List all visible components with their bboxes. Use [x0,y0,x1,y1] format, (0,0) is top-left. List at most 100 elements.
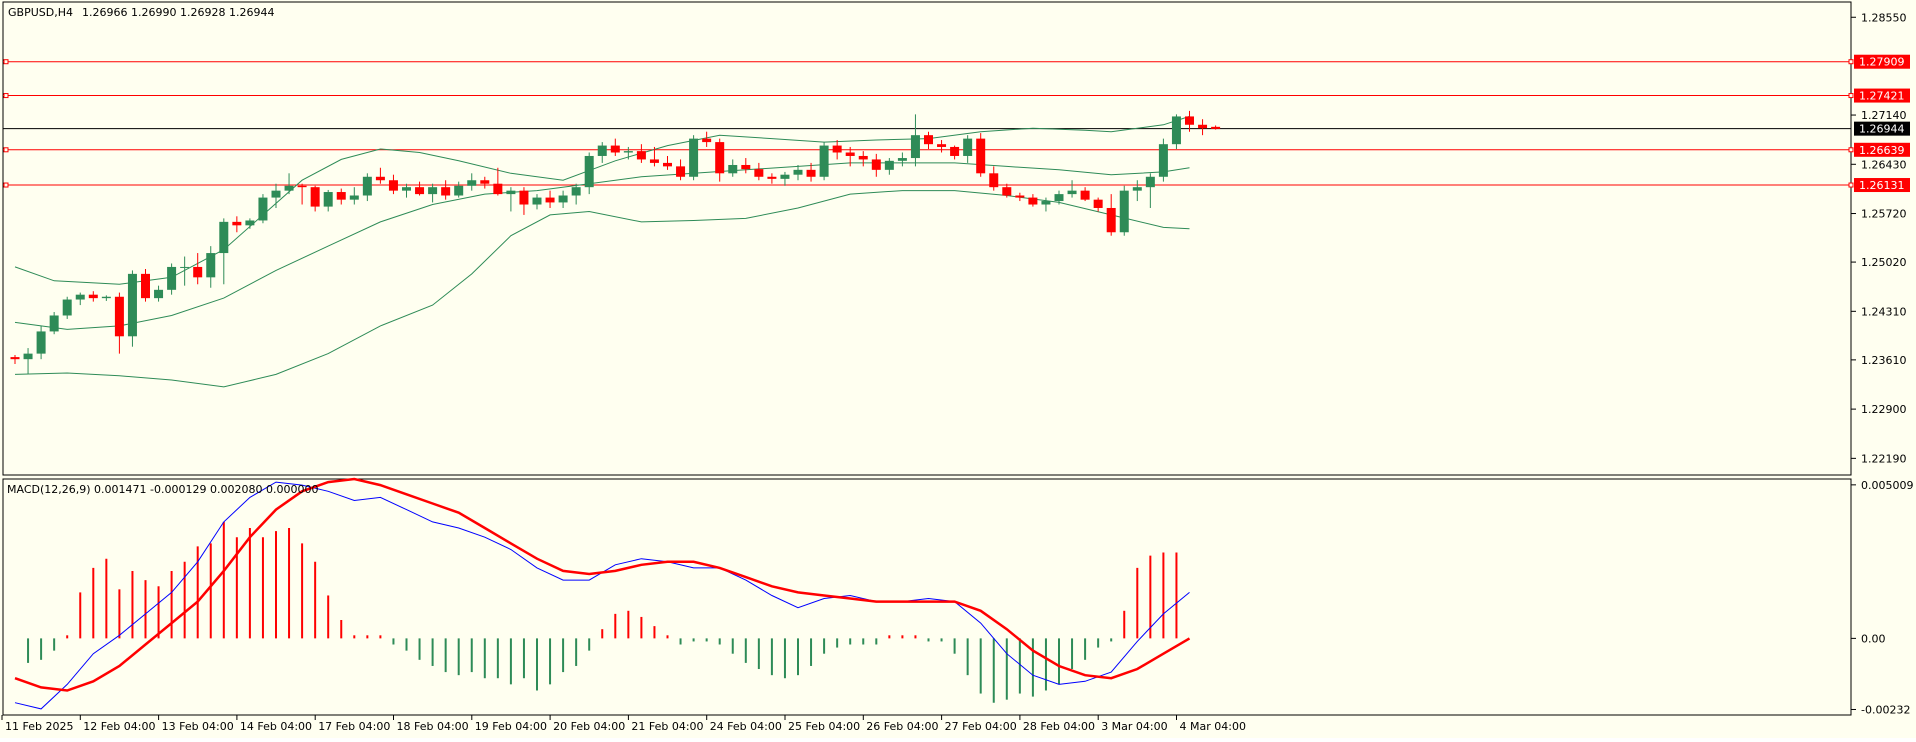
candle-body [636,151,646,160]
time-tick-label: 21 Feb 04:00 [631,720,703,733]
candle-body [871,159,881,170]
level-price-tag [1854,142,1910,157]
candle-body [388,180,398,191]
candle-body [519,190,529,205]
time-tick-label: 13 Feb 04:00 [162,720,234,733]
candle-body [297,185,307,188]
candle-body [832,145,842,153]
candle-body [36,331,46,354]
candle-body [754,169,764,177]
time-tick-label: 25 Feb 04:00 [788,720,860,733]
level-lines[interactable]: 1.27909 1.27421 1.26639 1.26131 1.26944 [3,54,1910,193]
candle-body [819,145,829,177]
candle-body [1145,176,1155,188]
macd-tick-label: -0.00232 [1861,703,1910,716]
candle-body [336,192,346,200]
candle-body [206,253,216,278]
candle-body [219,221,229,254]
candle-body [689,138,699,177]
candle-body [75,294,85,300]
candle-body [62,299,72,316]
price-tick-label: 1.27140 [1861,109,1907,122]
candle-body [571,187,581,196]
candle-body [428,187,438,195]
level-anchor [1848,93,1854,99]
candle-body [141,273,150,299]
candle-body [415,187,425,195]
candle-body [976,138,986,174]
candle-body [858,155,868,160]
time-tick-label: 11 Feb 2025 [5,720,73,733]
candle-body [663,162,672,167]
candle-body [49,315,59,332]
candle-body [715,142,725,174]
candle-body [1093,199,1103,208]
price-tick-label: 1.25720 [1861,208,1907,221]
price-tick-label: 1.26430 [1861,158,1907,171]
level-anchor [3,93,9,99]
candle-body [806,169,816,177]
candle-body [897,158,907,161]
candle-body [454,185,464,196]
candle-body [741,164,751,170]
level-price-label: 1.27909 [1859,56,1905,69]
candle-body [154,289,164,299]
candle-body [1106,207,1116,233]
level-anchor [3,59,9,65]
candle-body [10,357,20,360]
candle-body [1015,195,1025,198]
candle-body [1185,116,1194,125]
candle-body [1171,116,1181,145]
level-price-tag [1854,54,1910,69]
time-tick-label: 28 Feb 04:00 [1023,720,1095,733]
candle-body [910,135,920,159]
macd-tick-label: 0.005009 [1861,479,1914,492]
current-price-label: 1.26944 [1859,123,1905,136]
level-anchor [1848,147,1854,153]
candle-body [1028,197,1038,205]
current-price-tag [1854,121,1910,136]
price-tick-label: 1.22900 [1861,403,1907,416]
price-axis: 1.28550 1.27140 1.26430 1.25720 1.25020 1.243… [1851,11,1907,465]
candle-body [963,138,973,156]
candle-body [924,135,933,145]
candle-body [950,146,960,156]
time-tick-label: 18 Feb 04:00 [397,720,469,733]
level-price-label: 1.27421 [1859,90,1905,103]
candle-body [127,273,137,337]
candle-body [1002,187,1012,196]
time-tick-label: 3 Mar 04:00 [1101,720,1167,733]
candle-body [545,197,555,203]
candle-body [793,169,803,175]
time-tick-label: 26 Feb 04:00 [866,720,938,733]
candle-body [180,266,190,268]
candle-body [1054,194,1064,202]
price-pane-frame [2,1,1852,476]
price-tick-label: 1.23610 [1861,354,1907,367]
price-tick-label: 1.22190 [1861,452,1907,465]
level-anchor [3,182,9,188]
level-price-label: 1.26131 [1859,179,1905,192]
macd-indicator [14,477,1191,710]
candle-body [349,195,359,200]
candle-body [114,296,124,337]
candle-body [493,183,503,195]
level-anchor [1848,59,1854,65]
candle-body [375,176,385,181]
candle-body [23,353,33,360]
level-price-label: 1.26639 [1859,144,1905,157]
time-tick-label: 19 Feb 04:00 [475,720,547,733]
candle-body [1211,126,1221,129]
candle-body [402,187,411,191]
candle-body [441,187,451,196]
candle-body [845,152,855,156]
candle-body [167,266,177,290]
symbol-label: GBPUSD,H4 [8,6,73,19]
time-axis: 11 Feb 2025 12 Feb 04:00 13 Feb 04:00 14 Fe… [1,715,1246,733]
candle-body [1080,190,1090,200]
candle-body [1119,190,1129,233]
candle-body [610,145,620,153]
level-anchor [3,147,9,153]
